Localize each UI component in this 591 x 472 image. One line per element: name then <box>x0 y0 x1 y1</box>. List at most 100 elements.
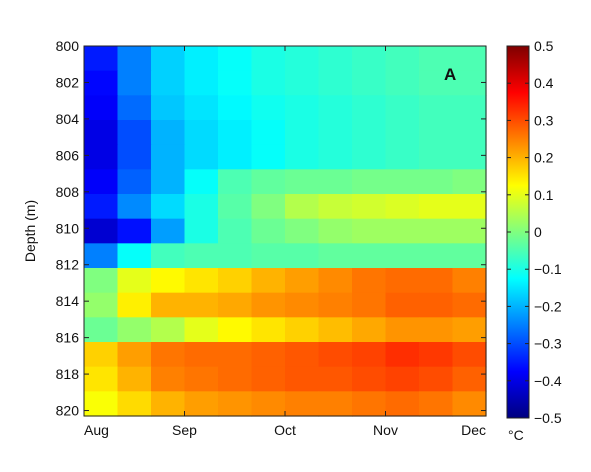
heatmap-cell <box>352 366 387 392</box>
y-tick-label: 820 <box>56 403 80 419</box>
heatmap-cell <box>218 366 253 392</box>
heatmap-cell <box>419 70 454 96</box>
heatmap-cell <box>385 46 420 72</box>
heatmap-cell <box>385 317 420 343</box>
heatmap-cell <box>452 194 487 220</box>
heatmap-cell <box>452 169 487 195</box>
heatmap-cell <box>419 120 454 146</box>
heatmap-cell <box>84 95 119 121</box>
y-tick-label: 810 <box>56 220 80 236</box>
heatmap-cell <box>117 243 152 269</box>
heatmap-cell <box>352 46 387 72</box>
colorbar-unit-label: °C <box>508 427 524 443</box>
heatmap-cell <box>84 144 119 170</box>
heatmap-cell <box>452 144 487 170</box>
heatmap-cell <box>251 218 286 244</box>
x-axis: Aug Sep Oct Nov Dec <box>83 46 487 438</box>
heatmap-cell <box>184 46 219 72</box>
heatmap-cell <box>117 144 152 170</box>
colorbar-tick-label: −0.4 <box>534 373 562 389</box>
heatmap-cell <box>285 169 320 195</box>
heatmap-cell <box>452 95 487 121</box>
heatmap-cell <box>285 317 320 343</box>
y-axis-title: Depth (m) <box>22 200 38 262</box>
heatmap-cell <box>419 366 454 392</box>
heatmap-cell <box>84 391 119 417</box>
heatmap-cell <box>318 317 353 343</box>
heatmap-cell <box>151 46 186 72</box>
heatmap-cell <box>218 194 253 220</box>
heatmap-cell <box>452 70 487 96</box>
heatmap-cell <box>352 120 387 146</box>
heatmap-cell <box>184 366 219 392</box>
heatmap-cell <box>117 317 152 343</box>
heatmap-cell <box>84 243 119 269</box>
heatmap-cell <box>151 218 186 244</box>
heatmap-cell <box>385 218 420 244</box>
heatmap-cell <box>184 391 219 417</box>
heatmap-cell <box>419 292 454 318</box>
x-tick-label: Sep <box>172 422 197 438</box>
colorbar-tick-label: −0.1 <box>534 261 562 277</box>
heatmap-cell <box>151 342 186 368</box>
heatmap-cell <box>218 46 253 72</box>
colorbar-tick-label: 0.2 <box>534 150 554 166</box>
heatmap-cell <box>352 95 387 121</box>
heatmap-cell <box>452 317 487 343</box>
heatmap-cell <box>184 292 219 318</box>
colorbar-tick-label: 0.5 <box>534 38 554 54</box>
colorbar-tick-label: −0.5 <box>534 410 562 426</box>
heatmap-cell <box>218 268 253 294</box>
heatmap-cell <box>318 70 353 96</box>
heatmap-cell <box>151 292 186 318</box>
colorbar-tick-label: −0.3 <box>534 336 562 352</box>
heatmap-cell <box>318 268 353 294</box>
heatmap-cell <box>84 268 119 294</box>
heatmap-cell <box>151 70 186 96</box>
heatmap-cell <box>251 46 286 72</box>
heatmap-cell <box>318 243 353 269</box>
heatmap-cell <box>352 194 387 220</box>
x-tick-label: Oct <box>274 422 296 438</box>
heatmap-cell <box>184 169 219 195</box>
heatmap-cell <box>117 292 152 318</box>
x-tick-label: Dec <box>461 422 486 438</box>
heatmap-cell <box>419 218 454 244</box>
heatmap-cell <box>452 366 487 392</box>
heatmap-cell <box>419 243 454 269</box>
heatmap-cell <box>151 144 186 170</box>
heatmap-cell <box>151 391 186 417</box>
heatmap-cell <box>419 169 454 195</box>
heatmap-cell <box>419 144 454 170</box>
heatmap-cell <box>84 169 119 195</box>
heatmap-cell <box>385 95 420 121</box>
heatmap-cell <box>117 268 152 294</box>
heatmap-cell <box>385 169 420 195</box>
heatmap-cell <box>452 218 487 244</box>
y-tick-label: 818 <box>56 366 80 382</box>
heatmap-cell <box>117 169 152 195</box>
heatmap-cell <box>251 366 286 392</box>
heatmap-cell <box>318 342 353 368</box>
heatmap-cell <box>251 120 286 146</box>
heatmap-cell <box>84 317 119 343</box>
colorbar-tick-label: −0.2 <box>534 298 562 314</box>
heatmap-cell <box>218 169 253 195</box>
heatmap-cell <box>184 317 219 343</box>
heatmap-cell <box>318 144 353 170</box>
heatmap-cell <box>419 317 454 343</box>
heatmap-cell <box>352 292 387 318</box>
heatmap-cell <box>184 194 219 220</box>
heatmap-cell <box>251 342 286 368</box>
heatmap-cell <box>251 169 286 195</box>
x-tick-label: Nov <box>373 422 398 438</box>
heatmap-cell <box>251 317 286 343</box>
heatmap-cell <box>251 95 286 121</box>
heatmap-cell <box>352 169 387 195</box>
heatmap-cell <box>218 70 253 96</box>
heatmap-cell <box>385 268 420 294</box>
heatmap-cell <box>151 194 186 220</box>
heatmap-cell <box>352 218 387 244</box>
heatmap-cell <box>318 95 353 121</box>
